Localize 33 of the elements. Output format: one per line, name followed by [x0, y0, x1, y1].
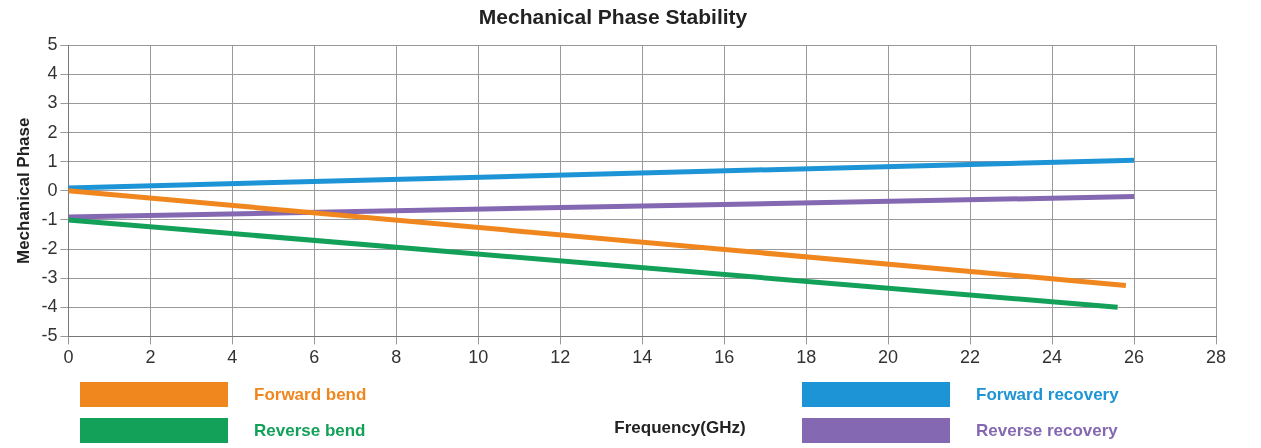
x-tick-label: 18 — [796, 347, 817, 368]
y-tick-label: -5 — [41, 325, 58, 346]
x-tick-label: 24 — [1042, 347, 1063, 368]
x-tick-label: 16 — [714, 347, 735, 368]
y-axis-title: Mechanical Phase — [13, 117, 33, 265]
x-axis-title: Frequency(GHz) — [613, 418, 747, 438]
y-tick-label: 1 — [47, 150, 58, 171]
x-tick-label: 14 — [632, 347, 653, 368]
x-tick-label: 2 — [145, 347, 156, 368]
x-tick-label: 10 — [468, 347, 489, 368]
y-tick-label: 5 — [47, 34, 58, 55]
y-tick-label: 3 — [47, 92, 58, 113]
chart-title: Mechanical Phase Stability — [478, 5, 748, 29]
x-tick-label: 26 — [1124, 347, 1145, 368]
x-tick-label: 20 — [878, 347, 899, 368]
text: Reverse recovery — [976, 420, 1118, 441]
text: Reverse bend — [254, 420, 366, 441]
x-tick-label: 4 — [227, 347, 238, 368]
text: Forward bend — [254, 384, 367, 405]
x-tick-label: 22 — [960, 347, 981, 368]
x-tick-label: 6 — [309, 347, 320, 368]
y-tick-label: 0 — [47, 179, 58, 200]
y-tick-label: 2 — [47, 121, 58, 142]
y-tick-label: 4 — [47, 63, 58, 84]
text: Forward recovery — [976, 384, 1119, 405]
x-tick-label: 8 — [391, 347, 402, 368]
x-tick-label: 12 — [550, 347, 571, 368]
y-tick-label: -2 — [41, 238, 58, 259]
y-tick-label: -3 — [41, 267, 58, 288]
y-tick-label: -1 — [41, 208, 58, 229]
x-tick-label: 28 — [1205, 347, 1227, 368]
x-tick-label: 0 — [63, 347, 74, 368]
y-tick-label: -4 — [41, 296, 58, 317]
